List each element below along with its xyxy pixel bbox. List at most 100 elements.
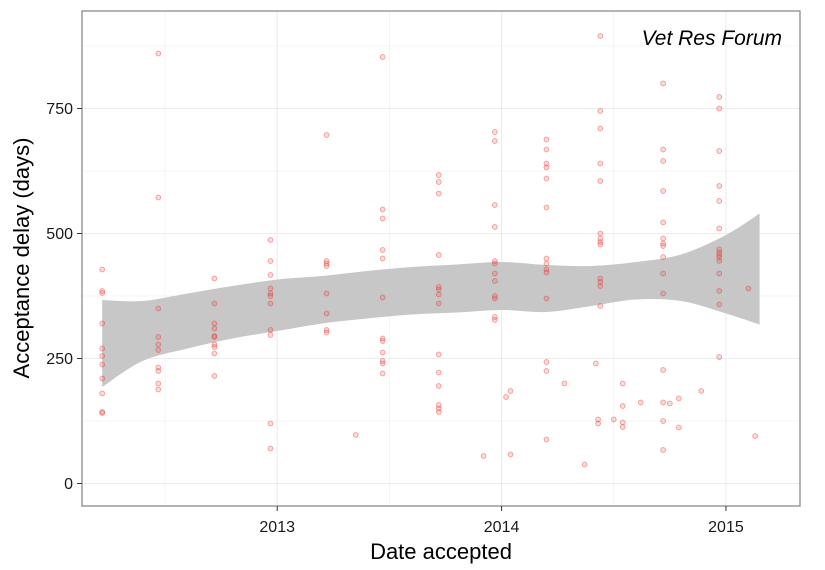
data-point <box>597 279 604 285</box>
data-point <box>211 275 218 282</box>
data-point <box>716 94 723 100</box>
data-point <box>492 224 498 230</box>
data-point <box>435 405 442 412</box>
data-point <box>597 230 604 237</box>
data-point <box>211 320 218 327</box>
data-point <box>492 314 498 320</box>
data-point <box>267 237 274 243</box>
x-tick-label: 2015 <box>708 519 744 536</box>
data-point <box>597 239 604 245</box>
data-point <box>543 255 550 262</box>
data-point <box>543 164 550 171</box>
data-point <box>619 403 626 409</box>
data-point <box>155 50 162 57</box>
data-point <box>597 33 604 39</box>
data-point <box>211 341 218 348</box>
data-point <box>267 272 274 278</box>
data-point <box>352 432 359 438</box>
data-point <box>752 433 758 439</box>
data-point <box>667 400 673 407</box>
data-point <box>155 347 162 353</box>
data-point <box>435 179 442 185</box>
x-tick-label: 2014 <box>484 519 520 536</box>
data-point <box>211 350 218 357</box>
panel-annotation: Vet Res Forum <box>642 27 782 50</box>
data-point <box>267 258 274 264</box>
data-point <box>267 420 274 427</box>
data-point <box>323 327 330 333</box>
data-point <box>99 375 106 382</box>
data-point <box>435 190 442 197</box>
data-point <box>211 300 218 307</box>
data-point <box>211 373 218 379</box>
data-point <box>379 206 386 213</box>
data-point <box>379 335 386 342</box>
data-point <box>581 461 588 468</box>
data-point <box>619 424 626 430</box>
data-point <box>267 285 274 292</box>
data-point <box>323 329 330 336</box>
data-point <box>543 146 550 153</box>
data-point <box>379 294 386 301</box>
data-points <box>99 33 758 468</box>
data-point <box>597 178 604 184</box>
data-point <box>543 359 550 365</box>
data-point <box>267 300 274 307</box>
data-point <box>543 295 550 302</box>
data-point <box>716 254 723 261</box>
data-point <box>155 368 162 374</box>
y-tick-label: 750 <box>46 101 73 118</box>
data-point <box>716 270 723 277</box>
data-point <box>480 453 487 459</box>
data-point <box>99 353 106 359</box>
data-point <box>99 410 106 416</box>
data-point <box>543 175 550 182</box>
data-point <box>716 225 723 232</box>
data-point <box>435 252 442 258</box>
data-point <box>379 358 386 364</box>
data-point <box>660 447 666 453</box>
data-point <box>492 278 498 284</box>
data-point <box>99 390 106 397</box>
data-point <box>716 288 723 294</box>
data-point <box>660 290 666 297</box>
data-point <box>323 260 330 267</box>
data-point <box>619 419 626 426</box>
data-point <box>595 416 601 423</box>
data-point <box>597 108 604 114</box>
y-tick-label: 0 <box>64 476 73 493</box>
data-point <box>507 388 514 394</box>
data-point <box>435 284 442 290</box>
data-point <box>660 399 666 406</box>
data-point <box>267 327 274 333</box>
data-point <box>492 260 498 267</box>
data-point <box>716 198 723 204</box>
data-point <box>211 344 218 350</box>
data-point <box>675 395 682 402</box>
data-point <box>660 418 666 424</box>
data-point <box>99 290 106 296</box>
data-point <box>597 235 604 242</box>
data-point <box>716 354 723 360</box>
panel-border <box>81 10 801 507</box>
y-axis-title: Acceptance delay (days) <box>9 138 34 379</box>
data-point <box>99 266 106 273</box>
data-point <box>323 290 330 297</box>
data-point <box>492 202 498 208</box>
data-point <box>435 383 442 389</box>
data-point <box>267 445 274 452</box>
data-point <box>379 370 386 377</box>
data-point <box>267 332 274 338</box>
data-point <box>716 148 723 154</box>
data-point <box>211 325 218 332</box>
data-point <box>543 204 550 211</box>
data-point <box>543 368 550 374</box>
data-point <box>379 215 386 222</box>
data-point <box>435 369 442 376</box>
data-point <box>660 219 666 226</box>
data-point <box>543 436 550 443</box>
data-point <box>492 293 498 299</box>
data-point <box>492 295 498 302</box>
data-point <box>543 269 550 276</box>
